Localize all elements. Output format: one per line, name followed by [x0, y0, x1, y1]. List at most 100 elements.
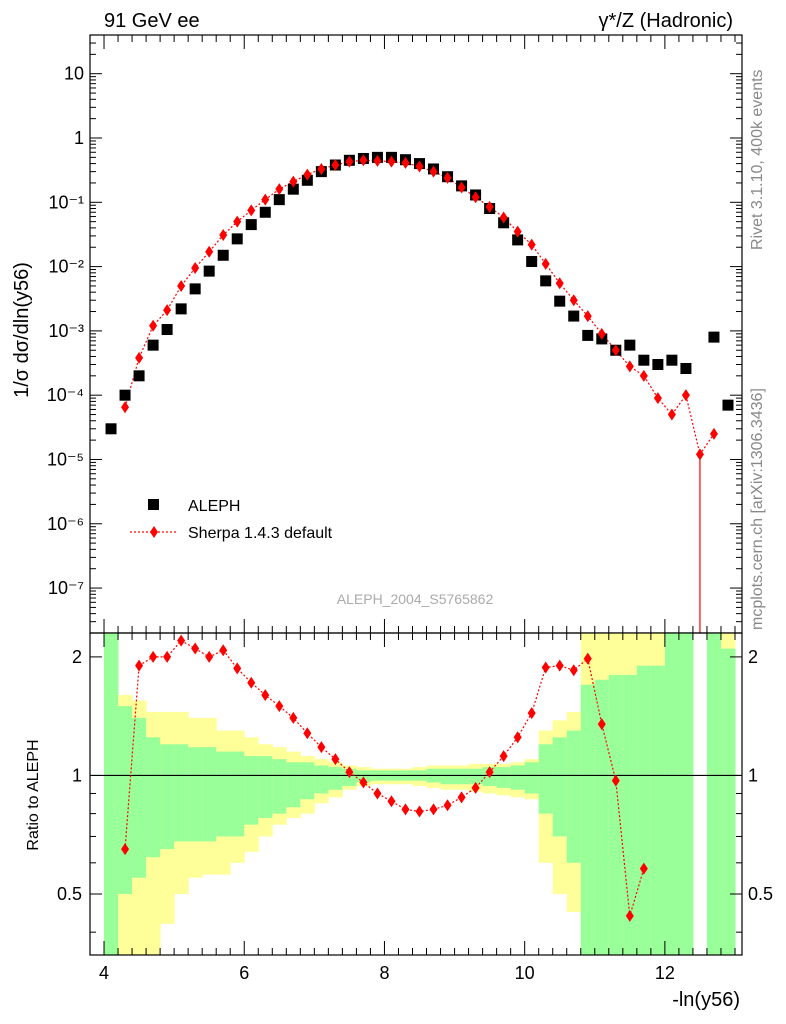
mc-point [373, 154, 382, 167]
ratio-y-axis-label: Ratio to ALEPH [25, 739, 42, 850]
band-inner-bin [216, 751, 231, 837]
legend-label-mc: Sherpa 1.4.3 default [188, 525, 333, 542]
ratio-point [443, 799, 452, 812]
ratio-y-tick-label-right: 2 [748, 647, 758, 667]
mc-point [401, 156, 410, 169]
mc-point [289, 175, 298, 188]
ratio-point [149, 650, 158, 663]
main-y-tick-label: 10⁻¹ [48, 192, 84, 212]
mc-point [583, 310, 592, 323]
data-point [624, 339, 636, 351]
data-point [105, 423, 117, 435]
data-point [175, 303, 187, 315]
mc-point [443, 171, 452, 184]
band-inner-bin [160, 744, 175, 850]
band-inner-bin [244, 756, 259, 825]
mc-point [177, 279, 186, 292]
band-inner-bin [636, 665, 652, 955]
ratio-point [233, 662, 242, 675]
main-y-tick-label: 10⁻⁴ [47, 385, 84, 405]
band-inner-bin [664, 633, 680, 955]
band-inner-bin [552, 737, 568, 837]
data-point [189, 283, 201, 295]
data-point [540, 275, 552, 287]
band-inner-bin [496, 767, 512, 788]
main-y-tick-label: 10⁻⁶ [47, 514, 84, 534]
data-point [287, 183, 299, 195]
band-inner-bin [202, 747, 217, 842]
x-tick-label: 6 [239, 963, 249, 983]
ratio-point [457, 791, 466, 804]
mc-point [233, 215, 242, 228]
mc-point [331, 159, 340, 172]
band-inner-bin [594, 679, 610, 955]
mc-point [513, 225, 522, 238]
mc-point [121, 401, 130, 414]
band-inner-bin [300, 762, 315, 800]
ratio-point [177, 634, 186, 647]
ratio-y-tick-label: 1 [72, 765, 82, 785]
x-axis-label: -ln(y56) [672, 989, 740, 1011]
mc-point [569, 294, 578, 307]
mc-point [667, 408, 676, 421]
mc-point [471, 191, 480, 204]
mc-point [681, 389, 690, 402]
ratio-y-tick-label-right: 0.5 [748, 884, 773, 904]
mc-point [317, 162, 326, 175]
main-y-tick-label: 1 [74, 128, 84, 148]
mc-point [541, 257, 550, 270]
mc-point [415, 160, 424, 173]
mc-point [191, 262, 200, 275]
ratio-point [373, 787, 382, 800]
mc-point [625, 360, 634, 373]
ratio-point [121, 843, 130, 856]
mc-point [429, 165, 438, 178]
ratio-point [555, 659, 564, 672]
mc-point [457, 181, 466, 194]
ratio-point [625, 909, 634, 922]
ratio-point [247, 676, 256, 689]
band-inner-bin [468, 768, 484, 785]
mc-point [205, 245, 214, 258]
ratio-point [401, 803, 410, 816]
x-tick-label: 8 [379, 963, 389, 983]
main-y-tick-label: 10⁻³ [48, 321, 84, 341]
data-point [708, 331, 720, 343]
data-point [231, 233, 243, 245]
legend: ALEPH Sherpa 1.4.3 default [130, 498, 333, 542]
band-inner-bin [440, 768, 456, 785]
legend-marker-mc [150, 526, 158, 538]
ratio-point [513, 731, 522, 744]
data-point [680, 362, 692, 374]
ratio-point [205, 650, 214, 663]
watermark: ALEPH_2004_S5765862 [337, 591, 494, 607]
data-point [203, 265, 215, 277]
main-y-tick-label: 10⁻⁷ [48, 578, 84, 598]
band-inner-bin [132, 717, 147, 878]
legend-marker-data [148, 499, 159, 510]
ratio-point [597, 718, 606, 731]
data-point [147, 339, 159, 351]
band-inner-bin [286, 762, 301, 808]
mc-point [163, 304, 172, 317]
data-point [652, 359, 664, 371]
mcplots-label: mcplots.cern.ch [arXiv:1306.3436] [749, 388, 766, 630]
mc-point [135, 351, 144, 364]
rivet-label: Rivet 3.1.10, 400k events [749, 69, 766, 250]
ratio-point [135, 659, 144, 672]
band-inner-bin [510, 765, 526, 790]
main-y-tick-label: 10⁻² [48, 257, 84, 277]
mc-point [653, 392, 662, 405]
mc-point [695, 448, 704, 461]
band-inner-bin [622, 674, 638, 955]
ratio-point [331, 753, 340, 766]
data-point [133, 370, 145, 382]
mc-point [261, 193, 270, 206]
ratio-point [471, 781, 480, 794]
ratio-point [541, 661, 550, 674]
ratio-point [303, 727, 312, 740]
data-point [554, 295, 566, 307]
band-inner-bin [230, 751, 245, 837]
header-left: 91 GeV ee [104, 10, 200, 32]
